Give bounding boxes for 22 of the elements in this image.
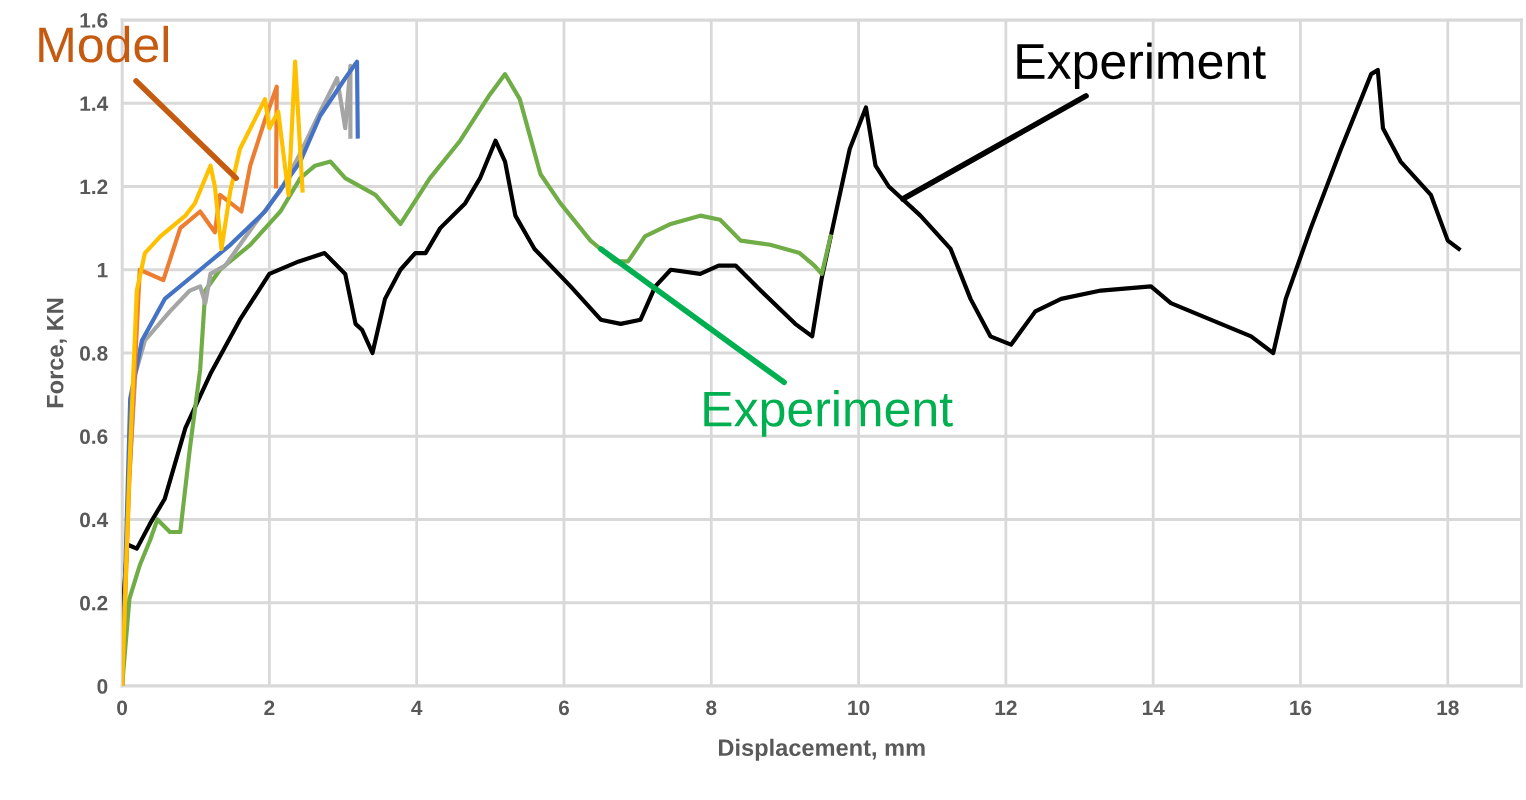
y-tick-label: 0.2 bbox=[80, 595, 108, 611]
x-tick-label: 4 bbox=[411, 700, 423, 715]
annotation: Experiment bbox=[704, 390, 953, 437]
x-axis-title: Displacement, mm bbox=[719, 738, 925, 761]
y-tick-label: 1.4 bbox=[80, 96, 109, 111]
x-tick-label: 0 bbox=[117, 700, 128, 716]
y-axis-title: Force, KN bbox=[46, 298, 67, 408]
x-tick-label: 14 bbox=[1142, 700, 1165, 715]
x-tick-label: 6 bbox=[558, 700, 570, 716]
y-tick-label: 1.2 bbox=[80, 179, 108, 195]
y-tick-label: 0.6 bbox=[80, 429, 108, 444]
x-tick-label: 18 bbox=[1437, 700, 1459, 716]
x-tick-label: 12 bbox=[995, 700, 1017, 715]
y-tick-label: 1 bbox=[97, 262, 108, 278]
x-tick-label: 8 bbox=[706, 700, 717, 716]
y-tick-label: 0 bbox=[97, 679, 108, 694]
x-tick-label: 2 bbox=[264, 700, 275, 715]
y-tick-label: 0.8 bbox=[80, 346, 108, 361]
annotation: Experiment bbox=[1017, 42, 1266, 90]
y-tick-label: 0.4 bbox=[80, 512, 109, 528]
x-tick-label: 10 bbox=[848, 700, 870, 716]
x-tick-label: 16 bbox=[1290, 700, 1312, 716]
